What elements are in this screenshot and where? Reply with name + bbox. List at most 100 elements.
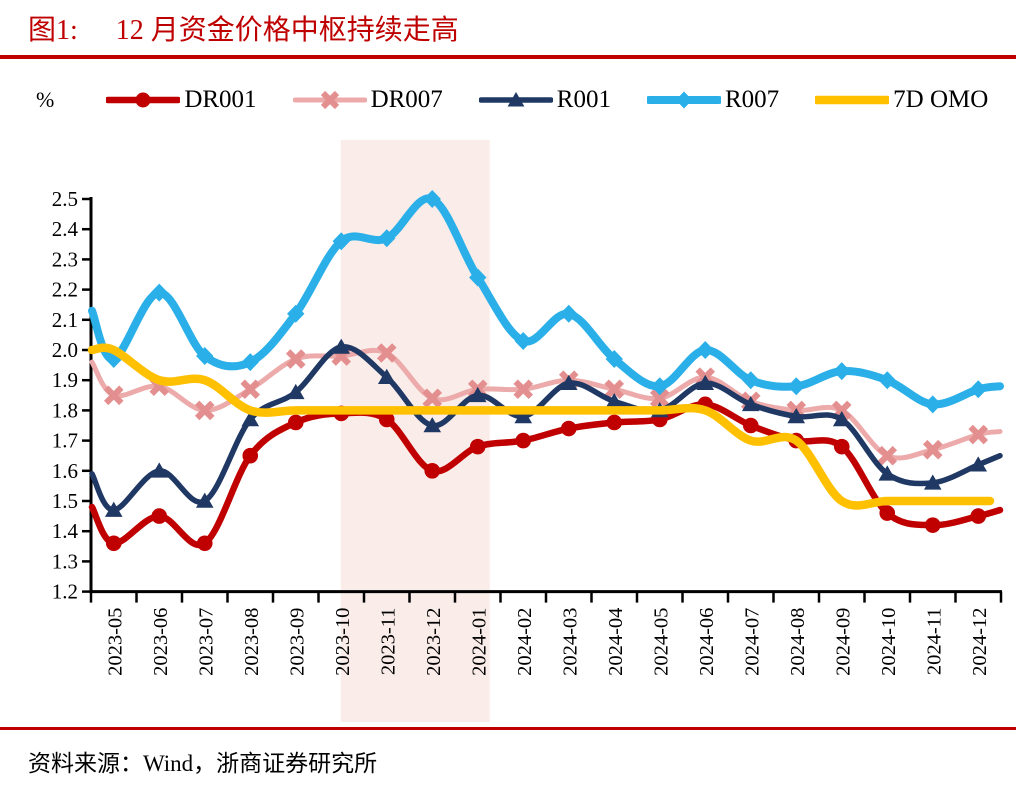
marker-diamond — [605, 350, 623, 369]
marker-triangle — [605, 392, 624, 409]
marker-triangle — [559, 374, 578, 391]
marker-circle — [833, 438, 850, 455]
x-tick-label: 2024-07 — [742, 608, 764, 676]
x-tick-label: 2024-06 — [696, 608, 718, 676]
marker-triangle — [969, 456, 988, 472]
marker-diamond — [969, 380, 987, 399]
legend-item-DR001: DR001 — [106, 86, 257, 114]
marker-diamond — [696, 341, 714, 359]
marker-circle — [469, 438, 486, 455]
y-tick-label: 2.2 — [52, 278, 78, 302]
marker-triangle — [332, 338, 351, 354]
marker-circle — [196, 535, 213, 552]
marker-diamond — [287, 304, 305, 323]
legend-item-7D-OMO: 7D OMO — [815, 86, 988, 114]
legend-swatch-diamond-icon — [646, 91, 721, 109]
marker-triangle — [150, 462, 169, 478]
marker-x — [877, 445, 898, 466]
marker-circle — [378, 411, 395, 428]
x-tick-label: 2023-11 — [378, 608, 400, 676]
y-tick-label: 2.5 — [52, 187, 78, 211]
marker-diamond — [423, 190, 441, 208]
marker-triangle — [377, 368, 396, 384]
marker-circle — [287, 414, 304, 431]
figure-number: 图1: — [28, 15, 78, 46]
y-tick-label: 1.6 — [52, 459, 78, 483]
x-tick-label: 2024-01 — [469, 608, 491, 676]
y-tick-label: 1.2 — [52, 580, 78, 604]
marker-circle — [924, 517, 941, 533]
marker-triangle — [832, 411, 851, 427]
x-tick-label: 2023-06 — [150, 608, 172, 676]
marker-diamond — [651, 377, 669, 396]
x-tick-label: 2023-07 — [196, 608, 218, 676]
x-tick-label: 2024-12 — [969, 608, 991, 676]
legend-label: DR007 — [370, 86, 443, 113]
y-tick-label: 2.0 — [52, 338, 78, 362]
marker-circle — [606, 414, 623, 431]
y-tick-label: 1.8 — [52, 398, 78, 422]
y-tick-label: 2.4 — [52, 217, 79, 241]
series-line-DR001 — [88, 401, 1004, 549]
marker-x — [968, 424, 989, 445]
marker-circle — [105, 535, 122, 552]
marker-diamond — [196, 347, 214, 366]
marker-triangle — [923, 474, 942, 490]
x-tick-label: 2023-08 — [241, 608, 263, 676]
marker-diamond — [150, 283, 168, 302]
marker-x — [194, 400, 215, 421]
legend-label: R007 — [724, 86, 780, 113]
legend-label: 7D OMO — [893, 86, 989, 113]
marker-circle — [515, 432, 532, 449]
x-tick-label: 2023-09 — [287, 608, 309, 676]
legend-item-R001: R001 — [478, 86, 611, 114]
marker-x — [649, 388, 670, 409]
top-divider-line — [0, 55, 1016, 59]
marker-triangle — [241, 411, 260, 427]
marker-circle — [242, 447, 259, 464]
marker-circle — [151, 508, 168, 524]
y-tick-label: 1.4 — [52, 519, 79, 543]
legend-swatch-x-icon — [292, 90, 367, 110]
x-tick-label: 2024-10 — [878, 608, 900, 676]
marker-x — [240, 379, 261, 400]
marker-x — [422, 388, 443, 409]
marker-diamond — [332, 232, 350, 251]
marker-triangle — [696, 374, 715, 391]
marker-diamond — [378, 229, 396, 248]
x-tick-label: 2023-10 — [332, 608, 354, 676]
marker-diamond — [833, 362, 851, 381]
series-line-R007 — [88, 194, 1004, 409]
y-axis-unit-label: % — [36, 87, 55, 112]
marker-diamond — [924, 395, 942, 414]
marker-triangle — [423, 417, 442, 433]
marker-x — [922, 439, 943, 460]
marker-diamond — [878, 371, 896, 390]
marker-triangle — [787, 408, 806, 424]
bottom-divider-line — [0, 727, 1016, 730]
marker-diamond — [742, 371, 760, 390]
marker-x — [103, 385, 124, 406]
marker-circle — [424, 463, 441, 479]
figure-title-text: 12 月资金价格中枢持续走高 — [115, 15, 459, 46]
y-tick-label: 1.9 — [52, 368, 78, 392]
marker-x — [513, 379, 534, 400]
x-tick-label: 2024-03 — [560, 608, 582, 676]
y-tick-label: 1.7 — [52, 429, 78, 453]
x-tick-label: 2024-11 — [924, 608, 946, 676]
marker-x — [604, 379, 625, 400]
y-tick-label: 1.3 — [52, 549, 78, 573]
legend-label: R001 — [556, 86, 611, 113]
series-line-7D-OMO — [87, 343, 995, 510]
legend-label: DR001 — [184, 86, 257, 113]
y-tick-label: 2.3 — [52, 247, 78, 271]
line-chart: 2.5 2.4 2.3 2.2 2.1 2.0 1.9 1.8 1.7 1.6 1.5 1.4 1.3 1… — [52, 140, 1004, 722]
marker-triangle — [468, 386, 487, 403]
marker-x — [285, 349, 306, 369]
marker-triangle — [741, 395, 760, 412]
legend-swatch-none-icon — [815, 95, 890, 105]
legend-swatch-triangle-icon — [478, 92, 553, 107]
marker-diamond — [787, 377, 805, 396]
x-tick-label: 2024-08 — [787, 608, 809, 676]
marker-diamond — [560, 304, 578, 323]
